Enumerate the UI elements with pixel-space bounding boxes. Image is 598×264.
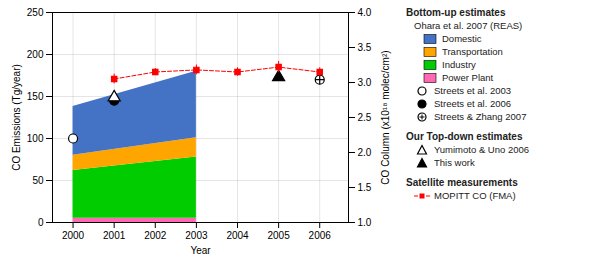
html-text:Streets & Zhang 2007: Streets & Zhang 2007 <box>434 111 527 122</box>
svg-text:100: 100 <box>27 133 44 144</box>
svg-text:CO Emissions (Tg/year): CO Emissions (Tg/year) <box>11 64 22 171</box>
html-text:Transportation: Transportation <box>442 46 503 57</box>
svg-text:3.5: 3.5 <box>358 42 372 53</box>
svg-text:1.5: 1.5 <box>358 182 372 193</box>
html-text:This work: This work <box>434 157 475 168</box>
svg-text:2000: 2000 <box>62 230 85 241</box>
svg-text:0: 0 <box>38 217 44 228</box>
svg-text:4.0: 4.0 <box>358 7 372 18</box>
html-text:Our Top-down estimates: Our Top-down estimates <box>406 131 523 142</box>
svg-text:3.0: 3.0 <box>358 77 372 88</box>
svg-text:2006: 2006 <box>309 230 332 241</box>
html-text:Ohara et al. 2007 (REAS): Ohara et al. 2007 (REAS) <box>414 20 523 31</box>
svg-text:CO Column (x10¹⁸ molec/cm²): CO Column (x10¹⁸ molec/cm²) <box>380 50 391 184</box>
svg-text:2003: 2003 <box>185 230 208 241</box>
html-text:Streets et al. 2006: Streets et al. 2006 <box>434 98 512 109</box>
svg-text:2004: 2004 <box>226 230 249 241</box>
html-text:Yumimoto & Uno 2006: Yumimoto & Uno 2006 <box>434 144 530 155</box>
svg-text:2001: 2001 <box>103 230 126 241</box>
svg-text:50: 50 <box>32 175 44 186</box>
html-text:Industry: Industry <box>442 59 476 70</box>
html-text:Bottom-up estimates: Bottom-up estimates <box>406 7 506 18</box>
svg-text:250: 250 <box>27 7 44 18</box>
svg-text:200: 200 <box>27 49 44 60</box>
svg-text:150: 150 <box>27 91 44 102</box>
html-text:MOPITT CO (FMA): MOPITT CO (FMA) <box>434 190 516 201</box>
html-text:Satellite measurements: Satellite measurements <box>406 177 518 188</box>
html-text:Domestic: Domestic <box>442 33 482 44</box>
svg-text:2005: 2005 <box>267 230 290 241</box>
html-text:Streets et al. 2003: Streets et al. 2003 <box>434 85 512 96</box>
html-text:Power Plant: Power Plant <box>442 72 494 83</box>
svg-text:2.5: 2.5 <box>358 112 372 123</box>
svg-text:2.0: 2.0 <box>358 147 372 158</box>
svg-text:2002: 2002 <box>144 230 167 241</box>
svg-text:Year: Year <box>190 245 211 256</box>
svg-text:1.0: 1.0 <box>358 217 372 228</box>
